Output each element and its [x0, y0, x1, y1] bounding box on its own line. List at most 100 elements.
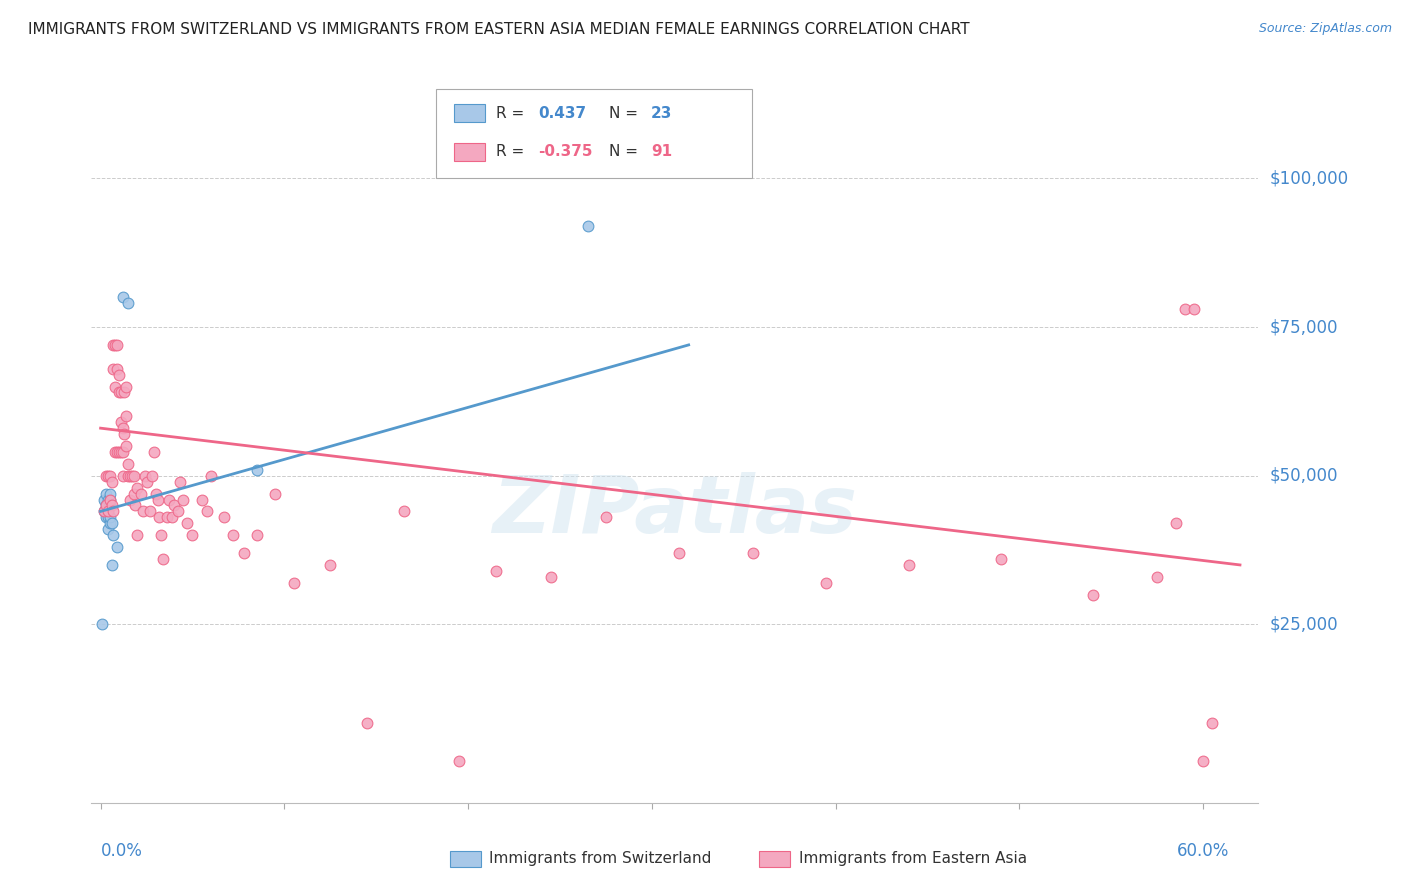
Point: [103, 528, 125, 542]
Text: $50,000: $50,000: [1270, 467, 1339, 484]
Point: [115, 409, 138, 424]
Point: [108, 368, 131, 382]
Point: [169, 475, 191, 489]
Point: [117, 468, 139, 483]
Point: [152, 552, 174, 566]
Point: [132, 504, 155, 518]
Text: $25,000: $25,000: [1270, 615, 1339, 633]
Point: [1146, 570, 1168, 584]
Point: [100, 516, 122, 531]
Point: [139, 504, 162, 518]
Point: [1174, 302, 1197, 317]
Point: [124, 499, 146, 513]
Text: $100,000: $100,000: [1270, 169, 1348, 187]
Point: [148, 510, 170, 524]
Point: [105, 361, 128, 376]
Point: [1164, 516, 1187, 531]
Point: [146, 492, 169, 507]
Point: [98, 499, 121, 513]
Point: [105, 540, 128, 554]
Text: Source: ZipAtlas.com: Source: ZipAtlas.com: [1258, 22, 1392, 36]
Point: [98, 510, 121, 524]
Point: [108, 385, 131, 400]
Point: [283, 575, 305, 590]
Point: [108, 445, 131, 459]
Point: [668, 546, 690, 560]
Point: [117, 457, 139, 471]
Text: IMMIGRANTS FROM SWITZERLAND VS IMMIGRANTS FROM EASTERN ASIA MEDIAN FEMALE EARNIN: IMMIGRANTS FROM SWITZERLAND VS IMMIGRANT…: [28, 22, 970, 37]
Point: [156, 510, 179, 524]
Point: [100, 499, 122, 513]
Point: [595, 510, 617, 524]
Point: [94, 499, 117, 513]
Point: [485, 564, 508, 578]
Point: [134, 468, 156, 483]
Point: [91, 617, 114, 632]
Point: [93, 492, 115, 507]
Point: [200, 468, 222, 483]
Point: [114, 427, 136, 442]
Point: [135, 475, 157, 489]
Point: [110, 385, 132, 400]
Point: [105, 338, 128, 352]
Point: [356, 715, 378, 730]
Point: [166, 504, 188, 518]
Point: [97, 504, 120, 518]
Point: [111, 421, 134, 435]
Text: ZIPatlas: ZIPatlas: [492, 472, 858, 549]
Point: [232, 546, 254, 560]
Point: [98, 492, 121, 507]
Point: [162, 510, 184, 524]
Text: N =: N =: [609, 145, 643, 159]
Point: [1081, 588, 1104, 602]
Point: [540, 570, 562, 584]
Point: [104, 445, 127, 459]
Text: N =: N =: [609, 106, 643, 120]
Point: [98, 468, 121, 483]
Point: [127, 481, 149, 495]
Point: [104, 338, 127, 352]
Point: [246, 463, 269, 477]
Point: [157, 492, 180, 507]
Point: [142, 445, 165, 459]
Point: [118, 492, 141, 507]
Text: 60.0%: 60.0%: [1177, 842, 1229, 860]
Point: [103, 504, 125, 518]
Point: [447, 754, 470, 768]
Point: [110, 415, 132, 429]
Point: [319, 558, 342, 572]
Point: [1182, 302, 1205, 317]
Point: [94, 486, 117, 500]
Text: Immigrants from Eastern Asia: Immigrants from Eastern Asia: [799, 851, 1026, 865]
Text: Immigrants from Switzerland: Immigrants from Switzerland: [489, 851, 711, 865]
Point: [115, 379, 138, 393]
Point: [264, 486, 287, 500]
Text: R =: R =: [496, 145, 530, 159]
Point: [118, 468, 141, 483]
Point: [195, 504, 218, 518]
Text: 0.0%: 0.0%: [101, 842, 142, 860]
Text: R =: R =: [496, 106, 530, 120]
Point: [93, 504, 115, 518]
Text: 0.437: 0.437: [538, 106, 586, 120]
Point: [110, 445, 132, 459]
Point: [100, 475, 122, 489]
Point: [115, 439, 138, 453]
Point: [97, 522, 120, 536]
Point: [94, 510, 117, 524]
Point: [103, 338, 125, 352]
Point: [111, 290, 134, 304]
Point: [576, 219, 599, 233]
Point: [176, 516, 198, 531]
Point: [97, 468, 120, 483]
Point: [94, 468, 117, 483]
Point: [129, 486, 152, 500]
Point: [122, 486, 145, 500]
Point: [222, 528, 245, 542]
Point: [111, 445, 134, 459]
Point: [1192, 754, 1215, 768]
Point: [122, 468, 145, 483]
Point: [990, 552, 1012, 566]
Point: [246, 528, 269, 542]
Point: [121, 468, 143, 483]
